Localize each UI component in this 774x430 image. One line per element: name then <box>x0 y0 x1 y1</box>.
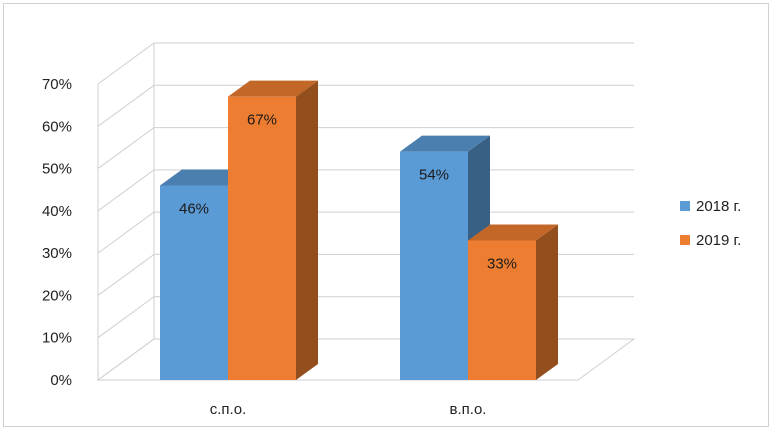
x-category-label: с.п.о. <box>210 401 246 418</box>
bar-front <box>228 96 296 380</box>
data-label: 54% <box>419 167 449 184</box>
data-label: 33% <box>487 255 517 272</box>
y-tick-label: 50% <box>42 161 72 178</box>
bars <box>160 80 558 380</box>
gridline <box>97 84 634 127</box>
legend-label: 2018 г. <box>696 197 742 215</box>
data-labels: 46% 67% 54% 33% <box>179 112 517 273</box>
y-tick-label: 0% <box>50 372 72 389</box>
x-axis-categories: с.п.о. в.п.о. <box>210 401 487 418</box>
gridline <box>97 42 634 85</box>
y-tick-label: 30% <box>42 245 72 262</box>
legend-item: 2019 г. <box>680 230 770 250</box>
legend-swatch <box>680 201 690 211</box>
data-label: 46% <box>179 200 209 217</box>
bar-side <box>296 80 318 380</box>
bar-front <box>468 240 536 380</box>
bar-top <box>228 80 318 97</box>
bar-front <box>400 151 468 380</box>
bar-front <box>160 185 228 380</box>
bar-side <box>536 224 558 380</box>
bar <box>228 80 318 380</box>
bar-top <box>400 135 490 152</box>
y-axis-ticks: 0% 10% 20% 30% 40% 50% 60% 70% <box>42 76 72 389</box>
legend-label: 2019 г. <box>696 231 742 249</box>
bar-top <box>468 224 558 241</box>
y-tick-label: 10% <box>42 330 72 347</box>
gridline <box>97 127 634 169</box>
bar <box>468 224 558 380</box>
y-tick-label: 70% <box>42 76 72 93</box>
bar-top <box>160 169 250 186</box>
legend: 2018 г. 2019 г. <box>680 196 770 264</box>
y-tick-label: 20% <box>42 287 72 304</box>
data-label: 67% <box>247 112 277 129</box>
y-tick-label: 60% <box>42 118 72 135</box>
legend-swatch <box>680 235 690 245</box>
bar <box>400 135 490 380</box>
legend-item: 2018 г. <box>680 196 770 216</box>
y-tick-label: 40% <box>42 203 72 220</box>
x-category-label: в.п.о. <box>450 401 487 418</box>
